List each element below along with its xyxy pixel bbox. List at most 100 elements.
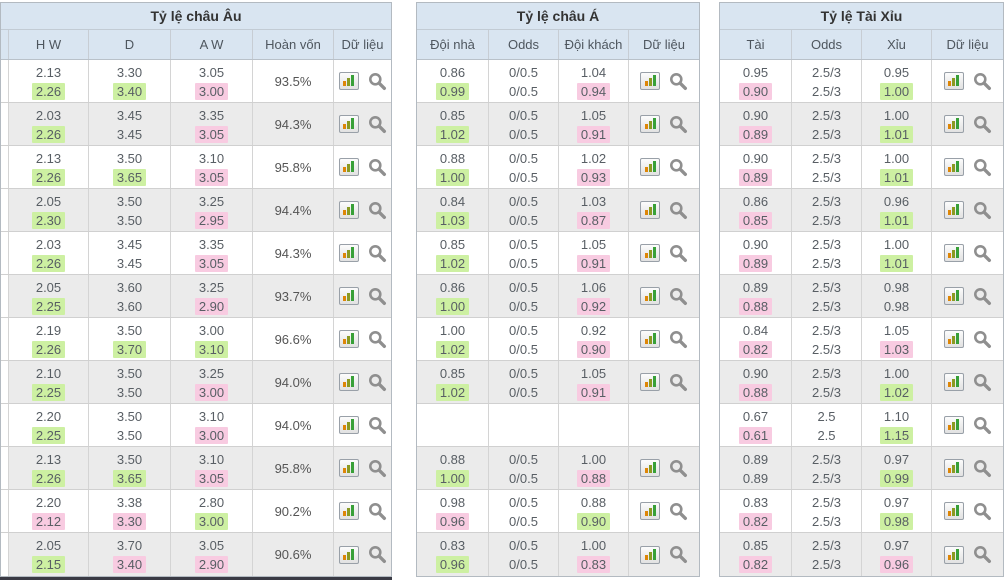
odds-top-value: 1.05 xyxy=(580,108,607,123)
bar-chart-icon[interactable] xyxy=(338,115,359,133)
bar-chart-icon[interactable] xyxy=(640,158,660,176)
odds-cell xyxy=(489,404,559,446)
bar-chart-icon[interactable] xyxy=(338,330,359,348)
magnifier-icon[interactable] xyxy=(368,545,387,564)
magnifier-icon[interactable] xyxy=(669,373,688,392)
magnifier-icon[interactable] xyxy=(368,373,387,392)
odds-bottom-value: 3.05 xyxy=(171,469,252,488)
payout-value: 90.6% xyxy=(274,547,312,562)
bar-chart-icon[interactable] xyxy=(338,244,359,262)
magnifier-icon[interactable] xyxy=(368,201,387,220)
chart-bar xyxy=(347,207,350,215)
magnifier-icon[interactable] xyxy=(669,115,688,134)
odds-cell: 2.5/3 2.5/3 xyxy=(792,60,862,102)
magnifier-icon[interactable] xyxy=(669,244,688,263)
odds-bottom-value: 0/0.5 xyxy=(509,127,538,142)
odds-row: 0.88 1.00 0/0.5 0/0.5 1.02 0.93 xyxy=(417,146,699,189)
bar-chart-icon[interactable] xyxy=(640,287,660,305)
magnifier-icon[interactable] xyxy=(669,545,688,564)
chart-bar xyxy=(351,118,354,129)
magnifier-icon[interactable] xyxy=(368,330,387,349)
bar-chart-icon[interactable] xyxy=(943,244,964,262)
odds-cell: 0.86 0.99 xyxy=(417,60,489,102)
odds-cell: 0.97 0.96 xyxy=(862,533,932,576)
magnifier-icon[interactable] xyxy=(368,416,387,435)
magnifier-icon[interactable] xyxy=(973,416,992,435)
bar-chart-icon[interactable] xyxy=(943,72,964,90)
magnifier-icon[interactable] xyxy=(669,459,688,478)
odds-bottom-value: 1.02 xyxy=(417,340,488,359)
magnifier-icon[interactable] xyxy=(973,72,992,91)
bar-chart-icon[interactable] xyxy=(943,459,964,477)
odds-cell: 0.97 0.99 xyxy=(862,447,932,489)
magnifier-icon[interactable] xyxy=(368,115,387,134)
over-under-body: 0.95 0.90 2.5/3 2.5/3 0.95 1.00 0.90 0.89 2.5/3 2… xyxy=(720,60,1003,576)
magnifier-icon[interactable] xyxy=(973,115,992,134)
magnifier-icon[interactable] xyxy=(973,158,992,177)
bar-chart-icon[interactable] xyxy=(943,158,964,176)
bar-chart-icon[interactable] xyxy=(640,244,660,262)
bar-chart-icon[interactable] xyxy=(943,115,964,133)
magnifier-icon[interactable] xyxy=(973,545,992,564)
magnifier-icon[interactable] xyxy=(973,459,992,478)
bar-chart-icon[interactable] xyxy=(640,502,660,520)
bar-chart-icon[interactable] xyxy=(338,459,359,477)
magnifier-icon[interactable] xyxy=(973,373,992,392)
odds-up-highlight: 2.26 xyxy=(31,126,66,143)
bar-chart-icon[interactable] xyxy=(640,545,660,564)
odds-top-value: 0.84 xyxy=(439,194,466,209)
magnifier-icon[interactable] xyxy=(669,158,688,177)
magnifier-icon[interactable] xyxy=(973,287,992,306)
chart-bar xyxy=(648,336,652,344)
bar-chart-icon[interactable] xyxy=(640,201,660,219)
magnifier-icon[interactable] xyxy=(973,201,992,220)
data-tools xyxy=(932,72,1003,91)
bar-chart-icon[interactable] xyxy=(640,459,660,477)
magnifier-icon[interactable] xyxy=(973,502,992,521)
magnifier-icon[interactable] xyxy=(669,72,688,91)
bar-chart-icon[interactable] xyxy=(338,416,359,434)
magnifier-icon[interactable] xyxy=(368,244,387,263)
bar-chart-icon[interactable] xyxy=(640,330,660,348)
magnifier-icon[interactable] xyxy=(973,244,992,263)
magnifier-icon[interactable] xyxy=(669,502,688,521)
bar-chart-icon[interactable] xyxy=(338,72,359,90)
bar-chart-icon[interactable] xyxy=(943,330,964,348)
bar-chart-icon[interactable] xyxy=(338,545,359,564)
magnifier-icon[interactable] xyxy=(368,502,387,521)
odds-cell: 3.50 3.65 xyxy=(89,146,171,188)
magnifier-icon[interactable] xyxy=(669,287,688,306)
chart-bar xyxy=(948,167,951,172)
european-odds-title: Tỷ lệ châu Âu xyxy=(1,3,391,30)
bar-chart-icon[interactable] xyxy=(943,201,964,219)
bar-chart-icon[interactable] xyxy=(338,287,359,305)
bar-chart-icon[interactable] xyxy=(338,201,359,219)
bar-chart-icon[interactable] xyxy=(338,373,359,391)
bar-chart-icon[interactable] xyxy=(943,416,964,434)
magnifier-icon[interactable] xyxy=(368,287,387,306)
bar-chart-icon[interactable] xyxy=(640,373,660,391)
odds-row: 0.98 0.96 0/0.5 0/0.5 0.88 0.90 xyxy=(417,490,699,533)
bar-chart-icon[interactable] xyxy=(640,72,660,90)
magnifier-icon[interactable] xyxy=(368,72,387,91)
payout-cell: 93.5% xyxy=(253,60,334,102)
odds-cell: 3.10 3.05 xyxy=(171,146,253,188)
chart-bar xyxy=(952,379,955,387)
bar-chart-icon[interactable] xyxy=(943,287,964,305)
magnifier-icon[interactable] xyxy=(669,201,688,220)
bar-chart-icon[interactable] xyxy=(943,502,964,520)
magnifier-icon[interactable] xyxy=(973,330,992,349)
odds-top-value: 2.10 xyxy=(35,366,62,381)
bar-chart-icon[interactable] xyxy=(640,115,660,133)
magnifier-icon[interactable] xyxy=(368,158,387,177)
chart-bar xyxy=(343,468,346,473)
chart-bar xyxy=(343,339,346,344)
bar-chart-icon[interactable] xyxy=(943,373,964,391)
bar-chart-icon[interactable] xyxy=(943,545,964,564)
magnifier-icon[interactable] xyxy=(669,330,688,349)
bar-chart-icon[interactable] xyxy=(338,502,359,520)
magnifier-icon[interactable] xyxy=(368,459,387,478)
bar-chart-icon[interactable] xyxy=(338,158,359,176)
odds-top-value: 2.20 xyxy=(35,495,62,510)
